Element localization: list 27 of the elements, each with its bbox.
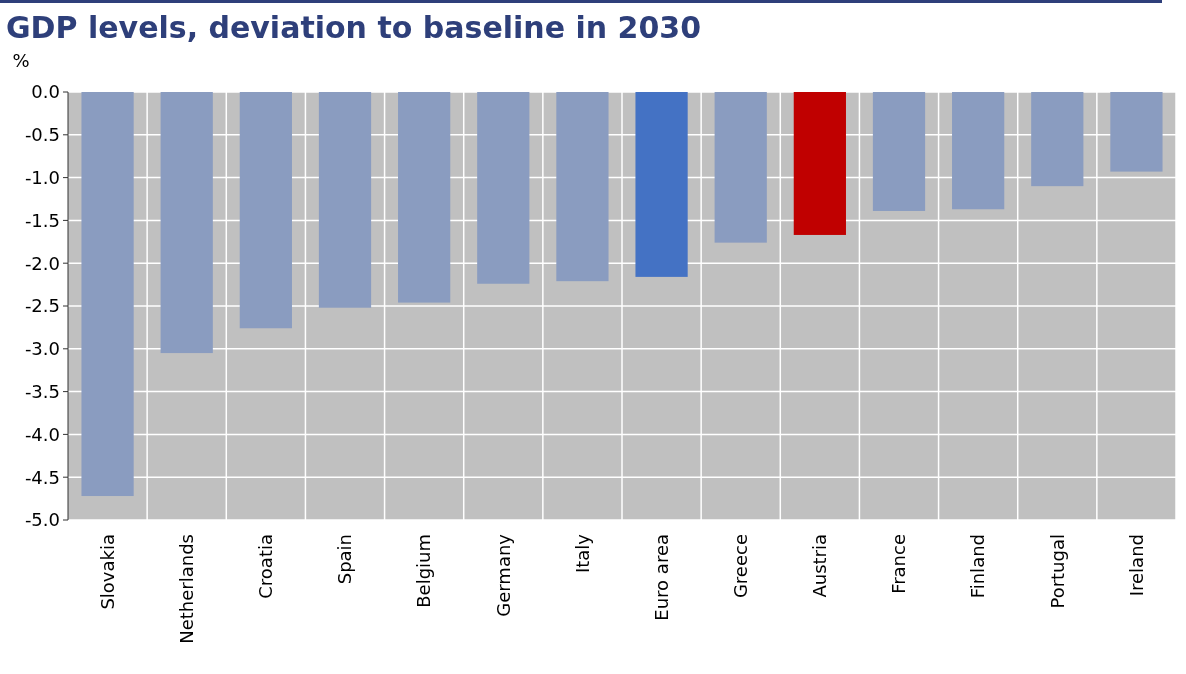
y-tick-label: -1.0 [24,166,60,188]
y-tick-label: -4.5 [24,466,60,488]
y-tick-label: -3.0 [24,338,60,360]
y-tick-label: -2.0 [24,252,60,274]
y-tick-label: -5.0 [24,509,60,531]
y-tick-label: 0.0 [31,81,60,103]
x-tick-label: France [888,534,910,594]
x-tick-label: Austria [809,534,831,598]
y-tick-label: -0.5 [24,124,60,146]
chart-title: GDP levels, deviation to baseline in 2030 [6,10,702,45]
x-tick-label: Finland [967,534,989,599]
x-tick-label: Greece [730,534,752,599]
y-tick-label: -3.5 [24,380,60,402]
x-tick-label: Spain [334,534,356,585]
x-tick-label: Belgium [413,534,435,608]
x-tick-label: Euro area [650,534,672,621]
x-tick-label: Italy [571,533,593,574]
y-tick-label: -4.0 [24,423,60,445]
y-tick-label: -2.5 [24,295,60,317]
x-tick-label: Ireland [1125,534,1147,597]
x-tick-label: Slovakia [96,534,118,610]
x-tick-label: Portugal [1046,534,1068,609]
x-tick-label: Netherlands [176,534,198,644]
x-tick-label: Germany [492,533,514,617]
y-axis-title: % [12,50,30,71]
y-tick-label: -1.5 [24,209,60,231]
x-tick-label: Croatia [255,534,277,599]
